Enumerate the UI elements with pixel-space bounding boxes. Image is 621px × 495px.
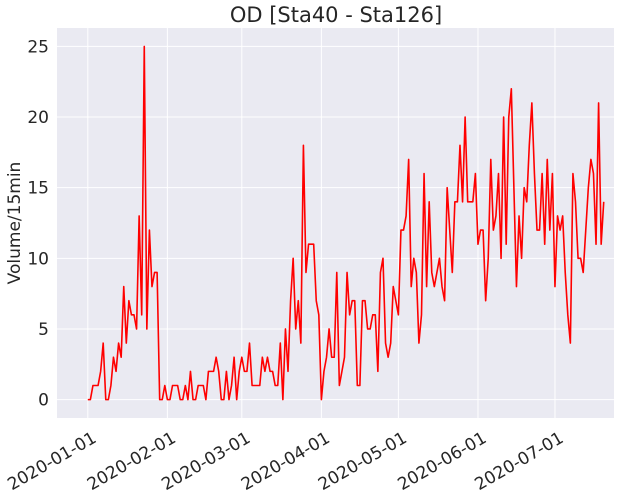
grid-lines	[57, 28, 614, 418]
plot-background	[57, 28, 614, 418]
y-tick-label: 10	[27, 249, 49, 269]
y-axis-label: Volume/15min	[5, 162, 25, 285]
chart-title: OD [Sta40 - Sta126]	[230, 3, 442, 27]
x-tick-labels: 2020-01-012020-02-012020-03-012020-04-01…	[4, 428, 567, 495]
x-tick-label: 2020-01-01	[4, 428, 100, 495]
y-tick-label: 20	[27, 108, 49, 128]
series-line	[87, 45, 605, 401]
y-tick-label: 25	[27, 37, 49, 57]
y-tick-label: 15	[27, 179, 49, 199]
y-tick-label: 5	[38, 320, 49, 340]
y-tick-label: 0	[38, 391, 49, 411]
y-tick-labels: 0 5 10 15 20 25	[27, 37, 49, 410]
series-layer	[87, 45, 605, 401]
